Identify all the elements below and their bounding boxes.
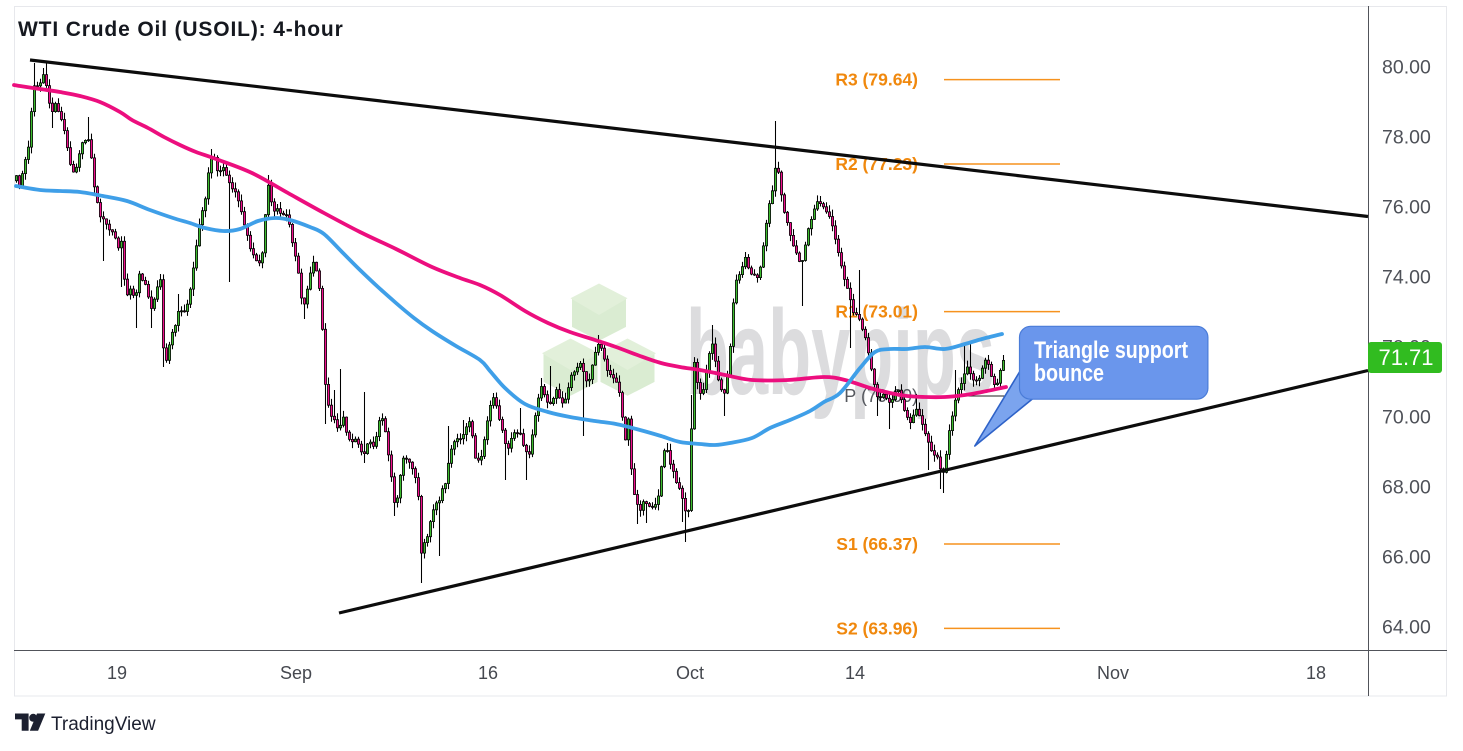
svg-text:78.00: 78.00 <box>1382 127 1431 149</box>
svg-text:R1 (73.01): R1 (73.01) <box>835 302 918 322</box>
svg-text:TradingView: TradingView <box>51 714 156 735</box>
svg-text:19: 19 <box>107 663 127 683</box>
svg-text:Oct: Oct <box>676 663 704 683</box>
svg-text:R2 (77.23): R2 (77.23) <box>835 154 918 174</box>
svg-text:66.00: 66.00 <box>1382 547 1431 569</box>
svg-text:14: 14 <box>845 663 865 683</box>
svg-text:71.71: 71.71 <box>1378 345 1433 370</box>
svg-text:76.00: 76.00 <box>1382 197 1431 219</box>
svg-text:Triangle support: Triangle support <box>1034 337 1188 364</box>
svg-text:80.00: 80.00 <box>1382 57 1431 79</box>
svg-text:18: 18 <box>1306 663 1326 683</box>
svg-text:Nov: Nov <box>1097 663 1129 683</box>
svg-text:S2 (63.96): S2 (63.96) <box>836 618 918 638</box>
svg-text:16: 16 <box>478 663 498 683</box>
svg-text:Sep: Sep <box>280 663 312 683</box>
svg-text:70.00: 70.00 <box>1382 407 1431 429</box>
svg-text:WTI Crude Oil (USOIL): 4-hour: WTI Crude Oil (USOIL): 4-hour <box>18 18 344 41</box>
svg-text:68.00: 68.00 <box>1382 477 1431 499</box>
svg-text:S1 (66.37): S1 (66.37) <box>836 534 918 554</box>
svg-text:R3 (79.64): R3 (79.64) <box>835 70 918 90</box>
svg-text:74.00: 74.00 <box>1382 267 1431 289</box>
svg-text:bounce: bounce <box>1034 360 1104 387</box>
svg-text:64.00: 64.00 <box>1382 617 1431 639</box>
